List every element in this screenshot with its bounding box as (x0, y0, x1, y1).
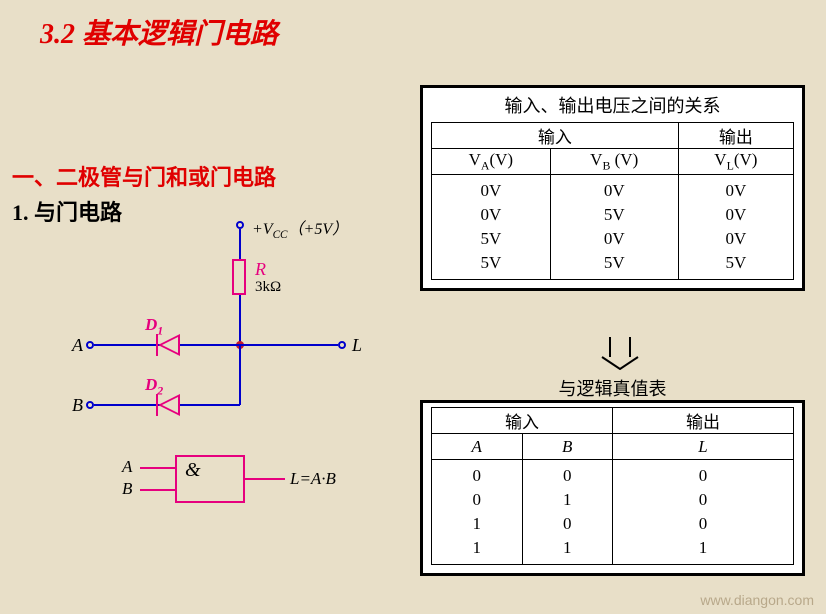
wire (140, 467, 175, 469)
table1-title: 输入、输出电压之间的关系 (431, 92, 794, 118)
table-cell: 5V (551, 203, 678, 227)
table-cell: 0011 (432, 460, 523, 565)
table-cell: 5V (432, 251, 550, 275)
table-cell: 1 (432, 536, 522, 560)
table-cell: 0V0V0V5V (678, 175, 793, 280)
table-header: 输出 (613, 408, 794, 434)
table-cell: 0 (432, 464, 522, 488)
table-cell: 5V (679, 251, 793, 275)
col-header: VA(V) (432, 149, 551, 175)
table-cell: 5V (432, 227, 550, 251)
circuit-diagram: +VCC（+5V） R 3kΩ A D1 L B D2 & A B L=A·B (80, 215, 380, 495)
table-cell: 1 (523, 488, 613, 512)
table2: 输入 输出 A B L 001101010001 (431, 407, 794, 565)
a-label: A (72, 335, 83, 356)
r-value: 3kΩ (255, 279, 281, 296)
col-header: A (432, 434, 523, 460)
gate-a-label: A (122, 457, 132, 477)
wire (239, 229, 241, 259)
r-label: R (255, 259, 266, 280)
watermark: www.diangon.com (700, 592, 814, 608)
and-gate-symbol: & (175, 455, 245, 503)
table-cell: 0V (679, 179, 793, 203)
table-header: 输入 (432, 123, 679, 149)
resistor (232, 259, 246, 295)
table-cell: 0 (523, 464, 613, 488)
table-header: 输出 (678, 123, 793, 149)
wire (94, 344, 160, 346)
table-cell: 1 (432, 512, 522, 536)
table-header: 输入 (432, 408, 613, 434)
table-cell: 0101 (522, 460, 613, 565)
wire (140, 489, 175, 491)
table-cell: 0V5V0V5V (550, 175, 678, 280)
table2-title: 与逻辑真值表 (420, 375, 805, 401)
table1: 输入 输出 VA(V) VB (V) VL(V) 0V0V5V5V0V5V0V5… (431, 122, 794, 280)
table-cell: 0 (523, 512, 613, 536)
wire (239, 345, 241, 405)
b-label: B (72, 395, 83, 416)
table-cell: 0001 (613, 460, 794, 565)
wire (239, 295, 241, 345)
table-cell: 0 (613, 488, 793, 512)
table-cell: 0V (679, 203, 793, 227)
gate-out-label: L=A·B (290, 469, 336, 489)
table-cell: 1 (613, 536, 793, 560)
table-cell: 0 (613, 512, 793, 536)
d2-label: D2 (145, 375, 163, 398)
table-cell: 0V (551, 227, 678, 251)
b-terminal (86, 401, 94, 409)
l-terminal (338, 341, 346, 349)
col-header: VL(V) (678, 149, 793, 175)
vcc-label: +VCC（+5V） (252, 215, 348, 241)
col-header: VB (V) (550, 149, 678, 175)
table-cell: 0V (551, 179, 678, 203)
a-terminal (86, 341, 94, 349)
d1-label: D1 (145, 315, 163, 338)
truth-table: 输入 输出 A B L 001101010001 (420, 400, 805, 576)
wire (180, 344, 240, 346)
table-cell: 1 (523, 536, 613, 560)
table-cell: 0V0V5V5V (432, 175, 551, 280)
gate-b-label: B (122, 479, 132, 499)
table-cell: 0V (432, 179, 550, 203)
arrow-down-icon (590, 335, 650, 375)
voltage-table: 输入、输出电压之间的关系 输入 输出 VA(V) VB (V) VL(V) 0V… (420, 85, 805, 291)
page-title: 3.2 基本逻辑门电路 (40, 12, 278, 52)
col-header: L (613, 434, 794, 460)
section-heading: 一、二极管与门和或门电路 (12, 160, 276, 192)
table-cell: 0 (432, 488, 522, 512)
wire (245, 478, 285, 480)
vcc-terminal (236, 221, 244, 229)
gate-ampersand: & (185, 459, 201, 482)
table-cell: 0V (432, 203, 550, 227)
col-header: B (522, 434, 613, 460)
l-label: L (352, 335, 362, 356)
wire (180, 404, 240, 406)
wire (94, 404, 160, 406)
table-cell: 5V (551, 251, 678, 275)
wire (240, 344, 338, 346)
table-cell: 0V (679, 227, 793, 251)
table-cell: 0 (613, 464, 793, 488)
